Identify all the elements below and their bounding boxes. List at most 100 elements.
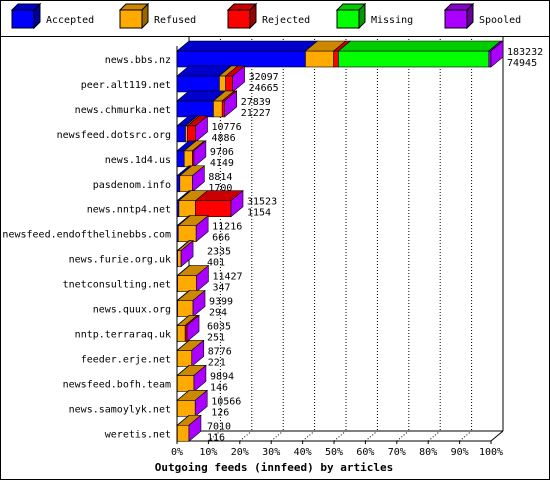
bar-front-peer-alt119-net-accepted bbox=[176, 75, 220, 93]
bar-front-tnetconsulting-net-refused bbox=[177, 275, 197, 292]
value-label-offered-news-nntp4-net: 31523 bbox=[247, 197, 277, 208]
bar-side-newsfeed-dotsrc-org bbox=[195, 115, 208, 143]
bar-side-news-nntp4-net bbox=[230, 190, 244, 218]
bar-front-newsfeed-endofthelinebbs-com-refused bbox=[177, 225, 197, 242]
category-label-peer-alt119-net: peer.alt119.net bbox=[81, 80, 171, 91]
category-label-news-chmurka-net: news.chmurka.net bbox=[75, 105, 171, 116]
legend-swatch-refused bbox=[119, 9, 143, 29]
legend-label-spooled: Spooled bbox=[479, 15, 521, 26]
value-label-offered-nntp-terraraq-uk: 6035 bbox=[207, 321, 231, 332]
category-label-news-bbs-nz: news.bbs.nz bbox=[105, 55, 171, 66]
legend-label-rejected: Rejected bbox=[262, 15, 310, 26]
x-tick-label-2: 20% bbox=[231, 447, 249, 458]
value-label-offered-tnetconsulting-net: 11427 bbox=[212, 272, 242, 283]
x-axis-label: Outgoing feeds (innfeed) by articles bbox=[155, 461, 393, 474]
value-label-accepted-news-furie-org-uk: 401 bbox=[207, 258, 225, 269]
bar-front-news-nntp4-net-refused bbox=[178, 200, 196, 217]
value-label-offered-news-bbs-nz: 183232 bbox=[507, 47, 543, 58]
value-label-offered-newsfeed-endofthelinebbs-com: 11216 bbox=[212, 222, 242, 233]
bar-front-news-nntp4-net-rejected bbox=[195, 200, 232, 217]
bar-front-news-bbs-nz-missing bbox=[338, 50, 490, 68]
category-label-pasdenom-info: pasdenom.info bbox=[93, 180, 171, 191]
value-label-accepted-peer-alt119-net: 24665 bbox=[249, 83, 279, 94]
bar-side-feeder-erje-net bbox=[191, 339, 205, 368]
value-label-accepted-newsfeed-dotsrc-org: 4886 bbox=[212, 133, 236, 144]
bar-side-newsfeed-endofthelinebbs-com bbox=[195, 215, 209, 243]
bar-side-news-samoylyk-net bbox=[194, 389, 208, 417]
x-tick-label-10: 100% bbox=[479, 447, 503, 458]
value-label-offered-news-quux-org: 9399 bbox=[209, 297, 233, 308]
bar-front-news-chmurka-net-refused bbox=[213, 100, 223, 118]
bar-side-news-1d4-us bbox=[193, 140, 207, 168]
legend-label-missing: Missing bbox=[371, 15, 413, 26]
value-label-accepted-news-chmurka-net: 21227 bbox=[241, 108, 271, 119]
x-tick-label-3: 30% bbox=[262, 447, 280, 458]
bar-top-news-bbs-nz-accepted bbox=[176, 40, 319, 52]
bar-front-news-quux-org-refused bbox=[177, 300, 194, 317]
category-label-nntp-terraraq-uk: nntp.terraraq.uk bbox=[75, 329, 171, 340]
category-label-feeder-erje-net: feeder.erje.net bbox=[81, 354, 171, 365]
bar-front-news-1d4-us-accepted bbox=[176, 150, 185, 168]
bar-front-news-chmurka-net-rejected bbox=[221, 100, 226, 118]
bar-side-news-quux-org bbox=[192, 289, 206, 318]
bar-top-news-bbs-nz-missing bbox=[337, 40, 502, 52]
category-label-newsfeed-bofh-team: newsfeed.bofh.team bbox=[63, 379, 171, 390]
value-label-accepted-nntp-terraraq-uk: 251 bbox=[207, 332, 225, 343]
bar-front-news-bbs-nz-spooled bbox=[488, 50, 492, 68]
x-tick-label-5: 50% bbox=[325, 447, 343, 458]
category-labels: news.bbs.nz peer.alt119.net news.chmurka.n… bbox=[2, 55, 171, 440]
category-label-news-furie-org-uk: news.furie.org.uk bbox=[69, 255, 171, 266]
value-label-offered-news-furie-org-uk: 2335 bbox=[207, 247, 231, 258]
value-label-accepted-newsfeed-bofh-team: 146 bbox=[210, 382, 228, 393]
category-label-tnetconsulting-net: tnetconsulting.net bbox=[63, 280, 171, 291]
value-label-offered-newsfeed-bofh-team: 9894 bbox=[210, 371, 234, 382]
bar-side-news-bbs-nz bbox=[490, 40, 504, 68]
legend: Accepted Refused Rejected Missing Spooled bbox=[10, 2, 521, 30]
value-label-offered-peer-alt119-net: 32097 bbox=[249, 72, 279, 83]
value-label-accepted-newsfeed-endofthelinebbs-com: 666 bbox=[212, 233, 230, 244]
bar-side-weretis-net bbox=[188, 414, 202, 442]
bar-front-news-bbs-nz-accepted bbox=[176, 50, 306, 68]
legend-label-refused: Refused bbox=[154, 15, 196, 26]
bar-front-newsfeed-dotsrc-org-accepted bbox=[176, 125, 186, 143]
bar-front-news-chmurka-net-accepted bbox=[176, 100, 214, 118]
bar-front-feeder-erje-net-refused bbox=[177, 350, 193, 367]
legend-swatch-missing bbox=[336, 9, 360, 29]
grid-floor-right bbox=[490, 430, 504, 442]
value-label-offered-pasdenom-info: 8814 bbox=[208, 172, 232, 183]
value-label-offered-newsfeed-dotsrc-org: 10776 bbox=[212, 122, 242, 133]
category-label-newsfeed-endofthelinebbs-com: newsfeed.endofthelinebbs.com bbox=[2, 230, 171, 241]
value-label-accepted-news-nntp4-net: 1154 bbox=[247, 208, 271, 219]
bar-front-pasdenom-info-accepted bbox=[176, 175, 181, 193]
legend-swatch-spooled bbox=[444, 9, 468, 29]
legend-label-accepted: Accepted bbox=[46, 15, 94, 26]
bar-side-news-furie-org-uk bbox=[180, 239, 194, 268]
x-tick-label-0: 0% bbox=[171, 447, 183, 458]
bars bbox=[176, 40, 504, 442]
bar-front-news-1d4-us-refused bbox=[183, 150, 193, 168]
category-label-news-nntp4-net: news.nntp4.net bbox=[87, 205, 171, 216]
category-label-news-1d4-us: news.1d4.us bbox=[105, 155, 171, 166]
value-label-accepted-news-1d4-us: 4149 bbox=[210, 158, 234, 169]
bar-side-tnetconsulting-net bbox=[196, 264, 209, 293]
value-label-accepted-weretis-net: 116 bbox=[207, 432, 225, 443]
bar-side-news-chmurka-net bbox=[224, 90, 238, 118]
bar-front-news-furie-org-uk-refused bbox=[177, 250, 182, 267]
legend-swatch-rejected bbox=[227, 9, 251, 29]
category-label-newsfeed-dotsrc-org: newsfeed.dotsrc.org bbox=[57, 130, 171, 141]
x-tick-label-6: 60% bbox=[356, 447, 374, 458]
value-label-accepted-news-quux-org: 294 bbox=[209, 308, 227, 319]
value-label-offered-weretis-net: 7010 bbox=[207, 421, 231, 432]
value-label-offered-news-chmurka-net: 27839 bbox=[241, 97, 271, 108]
bar-front-newsfeed-bofh-team-refused bbox=[177, 375, 195, 392]
x-tick-label-4: 40% bbox=[294, 447, 312, 458]
value-label-offered-news-samoylyk-net: 10566 bbox=[211, 396, 241, 407]
bar-front-peer-alt119-net-refused bbox=[219, 75, 226, 93]
x-tick-label-1: 10% bbox=[199, 447, 217, 458]
value-label-offered-news-1d4-us: 9706 bbox=[210, 147, 234, 158]
bar-front-peer-alt119-net-rejected bbox=[225, 75, 233, 93]
category-label-news-quux-org: news.quux.org bbox=[93, 305, 171, 316]
bar-front-news-samoylyk-net-refused bbox=[177, 399, 196, 417]
